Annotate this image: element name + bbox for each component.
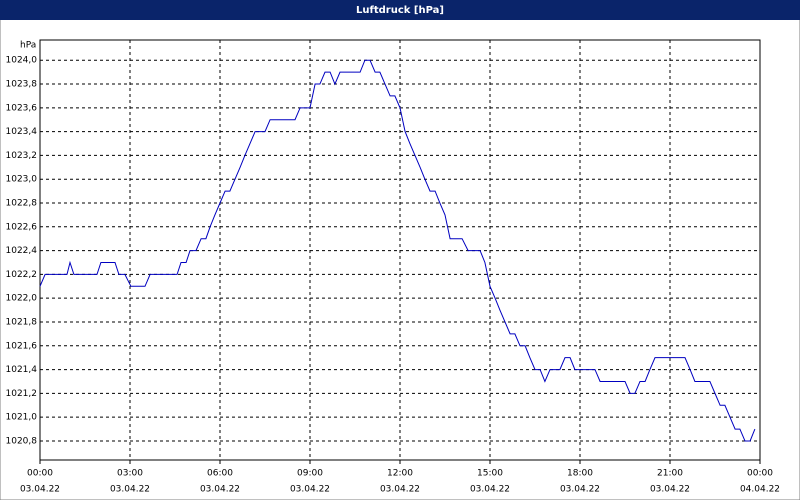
y-tick-label: 1023,4 (6, 127, 38, 137)
y-tick-label: 1023,6 (6, 103, 38, 113)
x-tick-date: 03.04.22 (560, 485, 600, 495)
chart-title: Luftdruck [hPa] (356, 5, 444, 16)
y-tick-label: 1021,2 (6, 389, 38, 399)
x-tick-date: 03.04.22 (470, 485, 510, 495)
y-tick-label: 1023,8 (6, 80, 38, 90)
x-tick-label: 12:00 (387, 469, 413, 479)
y-tick-label: 1021,4 (6, 365, 38, 375)
plot-border (39, 39, 761, 461)
x-tick-label: 21:00 (657, 469, 683, 479)
x-tick-date: 04.04.22 (740, 485, 780, 495)
y-tick-label: 1023,2 (6, 151, 38, 161)
y-tick-label: 1022,6 (6, 222, 38, 232)
x-tick-label: 18:00 (567, 469, 593, 479)
x-tick-date: 03.04.22 (650, 485, 690, 495)
x-tick-label: 09:00 (297, 469, 323, 479)
pressure-line (39, 59, 756, 442)
y-tick-label: 1021,6 (6, 341, 38, 351)
y-tick-label: 1021,8 (6, 317, 38, 327)
y-tick-label: 1022,8 (6, 199, 38, 209)
x-tick-label: 03:00 (117, 469, 143, 479)
y-tick-label: 1023,0 (6, 175, 38, 185)
y-tick-label: 1020,8 (6, 436, 38, 446)
y-tick-label: 1022,0 (6, 294, 38, 304)
y-tick-label: 1024,0 (6, 56, 38, 66)
x-tick-date: 03.04.22 (110, 485, 150, 495)
y-tick-label: 1021,0 (6, 413, 38, 423)
x-tick-label: 15:00 (477, 469, 503, 479)
y-tick-label: 1022,2 (6, 270, 38, 280)
x-tick-label: 06:00 (207, 469, 233, 479)
x-tick-date: 03.04.22 (200, 485, 240, 495)
x-tick-label: 00:00 (747, 469, 773, 479)
y-tick-label: 1022,4 (6, 246, 38, 256)
x-tick-date: 03.04.22 (290, 485, 330, 495)
title-bar (0, 0, 800, 20)
x-tick-date: 03.04.22 (380, 485, 420, 495)
y-unit: hPa (20, 41, 36, 51)
x-tick-date: 03.04.22 (20, 485, 60, 495)
x-tick-label: 00:00 (27, 469, 53, 479)
